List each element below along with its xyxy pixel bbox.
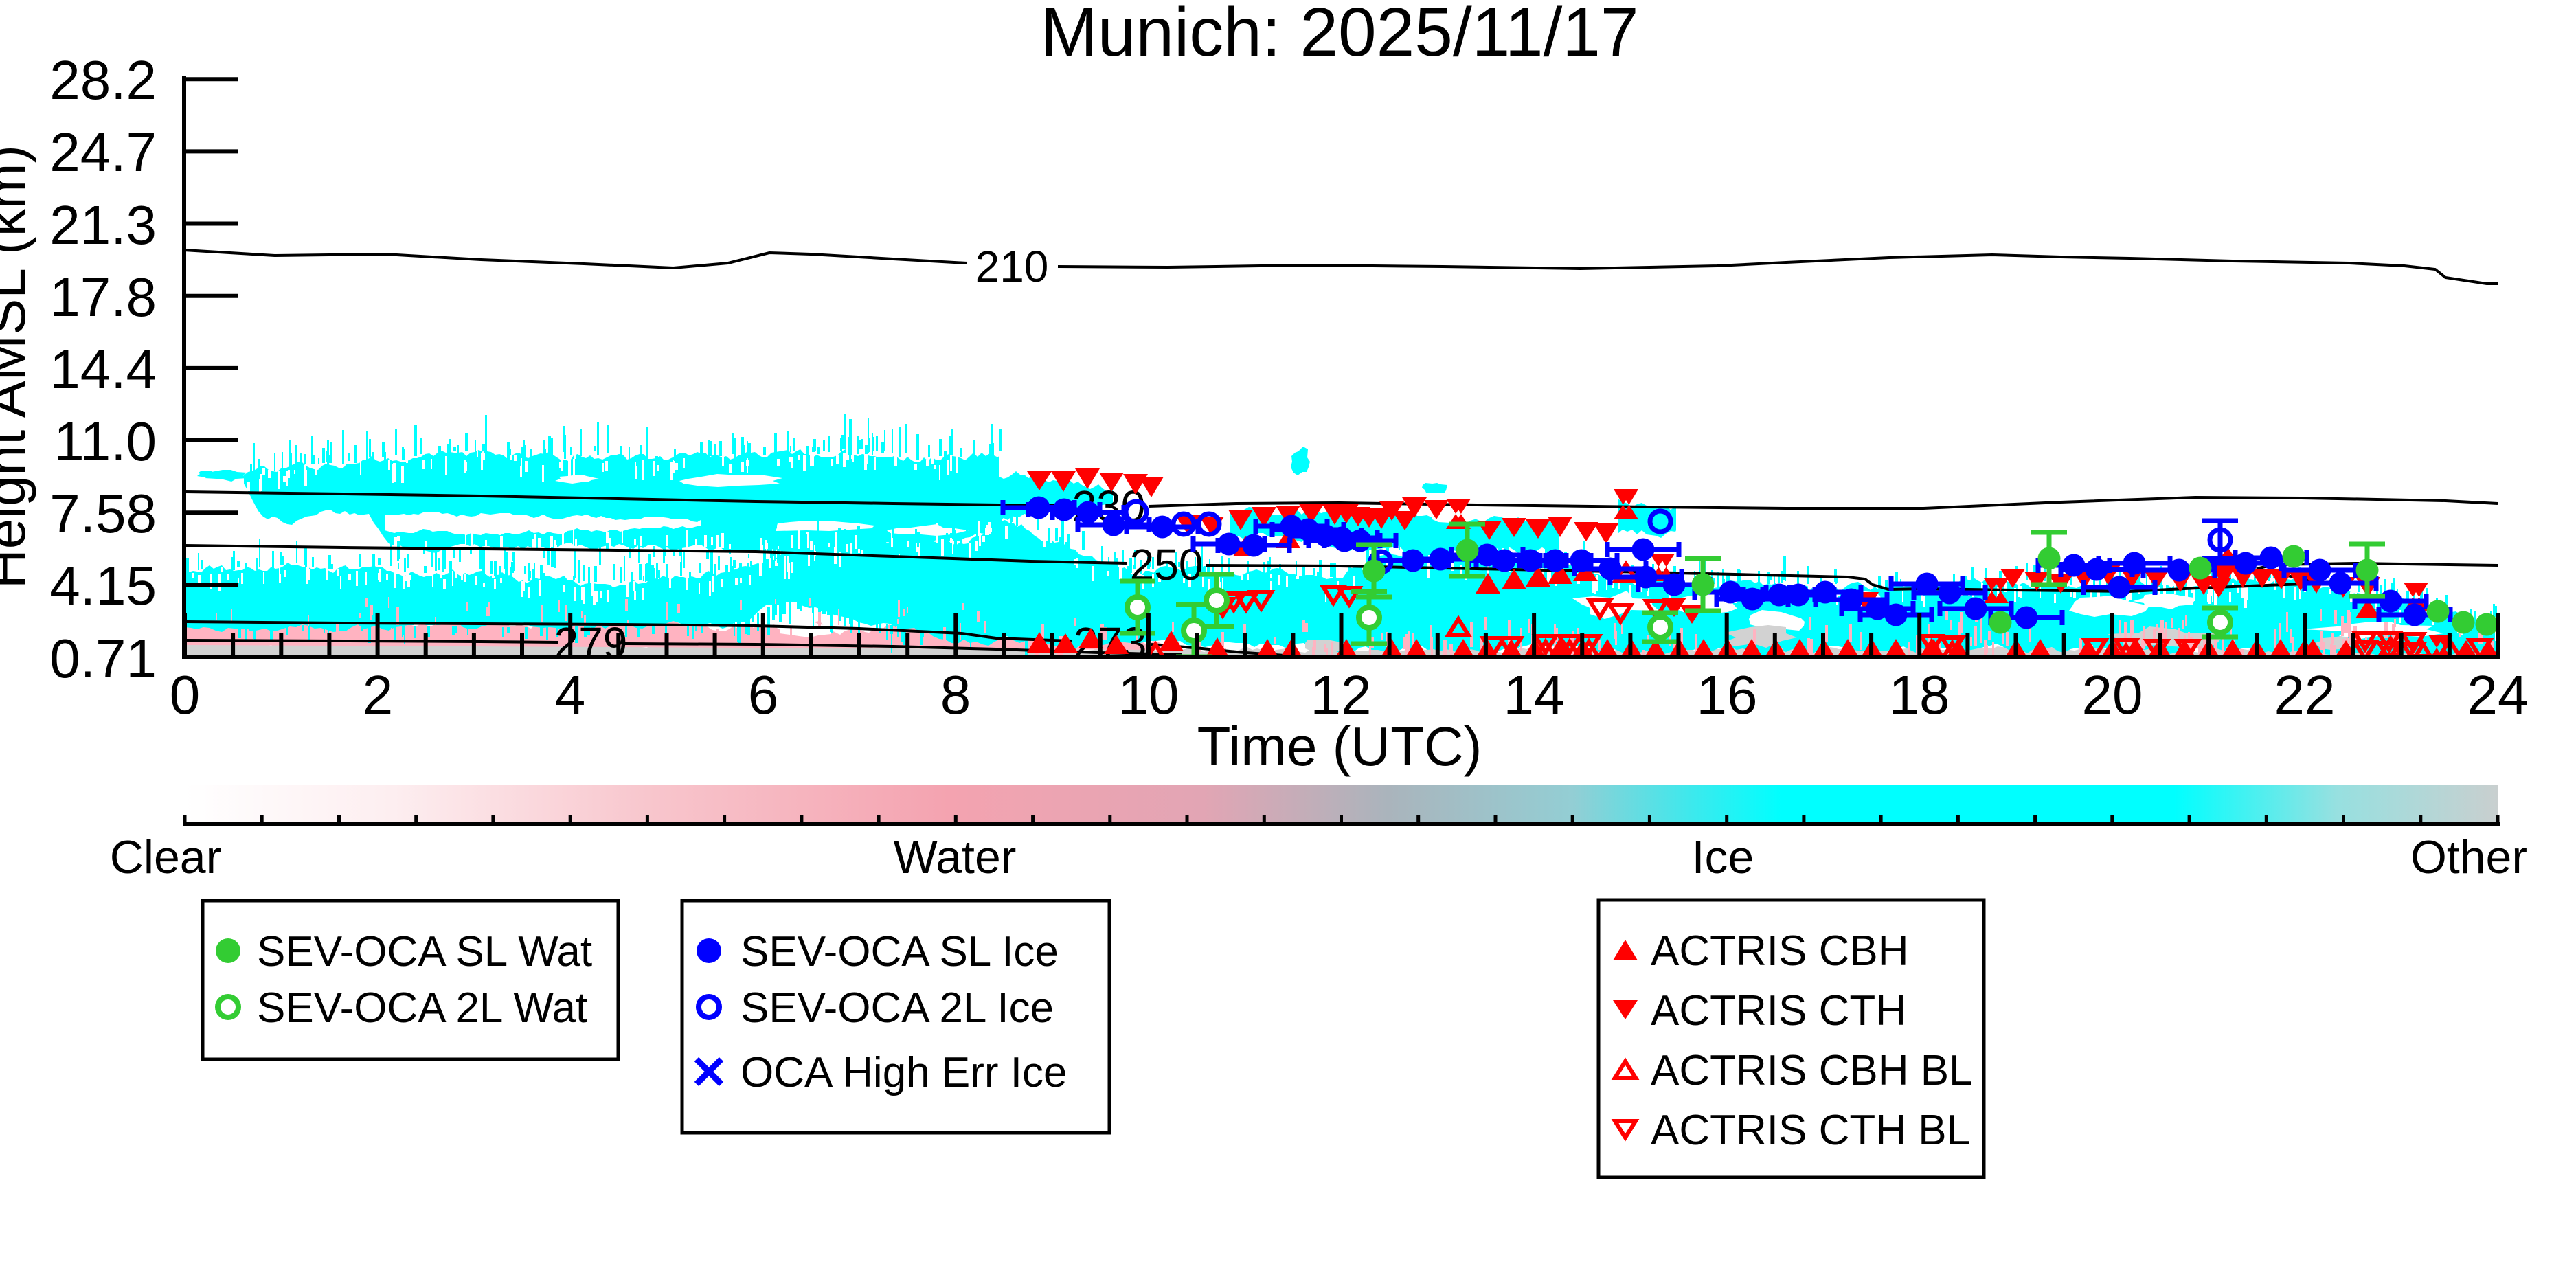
svg-text:Ice: Ice	[1692, 831, 1754, 883]
svg-text:Other: Other	[2410, 831, 2527, 883]
svg-text:Time (UTC): Time (UTC)	[1197, 716, 1482, 777]
svg-text:0.71: 0.71	[49, 628, 157, 689]
svg-text:6: 6	[748, 664, 779, 725]
svg-text:ACTRIS CBH: ACTRIS CBH	[1651, 927, 1908, 975]
svg-text:ACTRIS CBH BL: ACTRIS CBH BL	[1651, 1047, 1973, 1094]
svg-text:SEV-OCA 2L Wat: SEV-OCA 2L Wat	[257, 984, 587, 1032]
svg-text:12: 12	[1311, 664, 1372, 725]
svg-text:ACTRIS CTH: ACTRIS CTH	[1651, 987, 1906, 1035]
svg-text:10: 10	[1118, 664, 1179, 725]
svg-text:Clear: Clear	[110, 831, 222, 883]
svg-text:4.15: 4.15	[49, 555, 157, 616]
svg-text:16: 16	[1697, 664, 1758, 725]
svg-text:OCA High Err Ice: OCA High Err Ice	[741, 1049, 1067, 1096]
svg-text:0: 0	[170, 664, 201, 725]
svg-text:Munich: 2025/11/17: Munich: 2025/11/17	[1041, 0, 1639, 71]
svg-text:22: 22	[2274, 664, 2336, 725]
svg-text:21.3: 21.3	[49, 194, 157, 256]
svg-text:ACTRIS CTH BL: ACTRIS CTH BL	[1651, 1107, 1970, 1154]
svg-text:20: 20	[2082, 664, 2143, 725]
svg-text:SEV-OCA SL Ice: SEV-OCA SL Ice	[741, 928, 1059, 975]
svg-text:7.58: 7.58	[49, 483, 157, 544]
svg-text:14: 14	[1504, 664, 1565, 725]
svg-text:17.8: 17.8	[49, 267, 157, 328]
svg-text:210: 210	[975, 242, 1049, 291]
svg-text:Height AMSL (km): Height AMSL (km)	[0, 145, 36, 589]
svg-text:18: 18	[1889, 664, 1950, 725]
svg-text:2: 2	[363, 664, 394, 725]
svg-text:24: 24	[2467, 664, 2529, 725]
svg-text:11.0: 11.0	[54, 411, 157, 472]
svg-text:14.4: 14.4	[49, 339, 157, 400]
svg-text:SEV-OCA SL Wat: SEV-OCA SL Wat	[257, 928, 592, 975]
svg-text:SEV-OCA 2L Ice: SEV-OCA 2L Ice	[741, 984, 1054, 1032]
svg-text:8: 8	[940, 664, 971, 725]
svg-text:24.7: 24.7	[49, 122, 157, 183]
svg-text:279: 279	[554, 618, 628, 668]
svg-text:28.2: 28.2	[49, 49, 157, 111]
svg-text:4: 4	[555, 664, 586, 725]
svg-text:Water: Water	[894, 831, 1017, 883]
